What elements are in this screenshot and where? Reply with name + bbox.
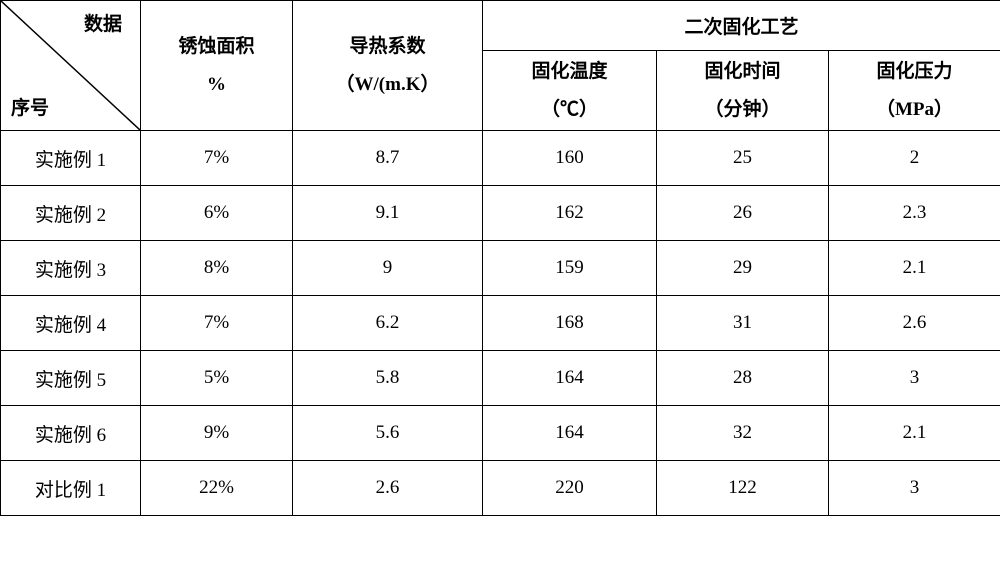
cell-k: 8.7	[293, 131, 483, 186]
col-cure-press-l1: 固化压力	[877, 61, 953, 82]
diagonal-header-cell: 数据 序号	[1, 1, 141, 131]
cell-time: 29	[657, 241, 829, 296]
header-index-label: 序号	[11, 93, 49, 120]
cell-temp: 164	[483, 406, 657, 461]
col-cure-time: 固化时间 （分钟）	[657, 51, 829, 131]
cell-label: 实施例 3	[1, 241, 141, 296]
cell-time: 26	[657, 186, 829, 241]
col-cure-press-l2: （MPa）	[876, 99, 953, 120]
cell-area: 6%	[141, 186, 293, 241]
cell-label: 实施例 2	[1, 186, 141, 241]
table-row: 实施例 5 5% 5.8 164 28 3	[1, 351, 1000, 406]
cell-k: 5.6	[293, 406, 483, 461]
cell-time: 28	[657, 351, 829, 406]
cell-time: 122	[657, 461, 829, 516]
col-cure-temp-l1: 固化温度	[531, 61, 607, 82]
cell-time: 31	[657, 296, 829, 351]
table-row: 实施例 6 9% 5.6 164 32 2.1	[1, 406, 1000, 461]
table-row: 实施例 4 7% 6.2 168 31 2.6	[1, 296, 1000, 351]
table-row: 对比例 1 22% 2.6 220 122 3	[1, 461, 1000, 516]
cell-area: 8%	[141, 241, 293, 296]
col-cure-temp: 固化温度 （℃）	[483, 51, 657, 131]
cell-press: 3	[829, 351, 1000, 406]
header-data-label: 数据	[84, 9, 122, 36]
col-cure-time-l1: 固化时间	[704, 61, 780, 82]
col-corrosion-area: 锈蚀面积 %	[141, 1, 293, 131]
cell-temp: 162	[483, 186, 657, 241]
col-group-secondary-cure: 二次固化工艺	[483, 1, 1000, 51]
cell-press: 3	[829, 461, 1000, 516]
cell-temp: 159	[483, 241, 657, 296]
cell-area: 9%	[141, 406, 293, 461]
cell-label: 对比例 1	[1, 461, 141, 516]
cell-k: 9.1	[293, 186, 483, 241]
cell-k: 6.2	[293, 296, 483, 351]
data-table: 数据 序号 锈蚀面积 % 导热系数 （W/(m.K） 二次固化工艺 固化温度 （…	[0, 0, 1000, 516]
cell-temp: 160	[483, 131, 657, 186]
cell-press: 2.6	[829, 296, 1000, 351]
cell-area: 7%	[141, 296, 293, 351]
col-cure-temp-l2: （℃）	[541, 99, 598, 120]
table-row: 实施例 3 8% 9 159 29 2.1	[1, 241, 1000, 296]
col-thermal-cond-l1: 导热系数	[349, 36, 425, 57]
col-cure-time-l2: （分钟）	[704, 99, 780, 120]
cell-press: 2	[829, 131, 1000, 186]
cell-press: 2.1	[829, 241, 1000, 296]
cell-temp: 220	[483, 461, 657, 516]
col-thermal-cond: 导热系数 （W/(m.K）	[293, 1, 483, 131]
cell-k: 2.6	[293, 461, 483, 516]
cell-k: 9	[293, 241, 483, 296]
cell-area: 7%	[141, 131, 293, 186]
col-corrosion-area-l1: 锈蚀面积	[178, 36, 254, 57]
cell-label: 实施例 6	[1, 406, 141, 461]
cell-area: 22%	[141, 461, 293, 516]
cell-time: 32	[657, 406, 829, 461]
col-cure-press: 固化压力 （MPa）	[829, 51, 1000, 131]
cell-label: 实施例 5	[1, 351, 141, 406]
cell-press: 2.3	[829, 186, 1000, 241]
table-row: 实施例 1 7% 8.7 160 25 2	[1, 131, 1000, 186]
cell-area: 5%	[141, 351, 293, 406]
cell-temp: 168	[483, 296, 657, 351]
cell-label: 实施例 4	[1, 296, 141, 351]
cell-press: 2.1	[829, 406, 1000, 461]
col-thermal-cond-l2: （W/(m.K）	[336, 74, 440, 95]
cell-k: 5.8	[293, 351, 483, 406]
table-row: 实施例 2 6% 9.1 162 26 2.3	[1, 186, 1000, 241]
cell-time: 25	[657, 131, 829, 186]
cell-temp: 164	[483, 351, 657, 406]
cell-label: 实施例 1	[1, 131, 141, 186]
col-corrosion-area-l2: %	[207, 74, 226, 95]
